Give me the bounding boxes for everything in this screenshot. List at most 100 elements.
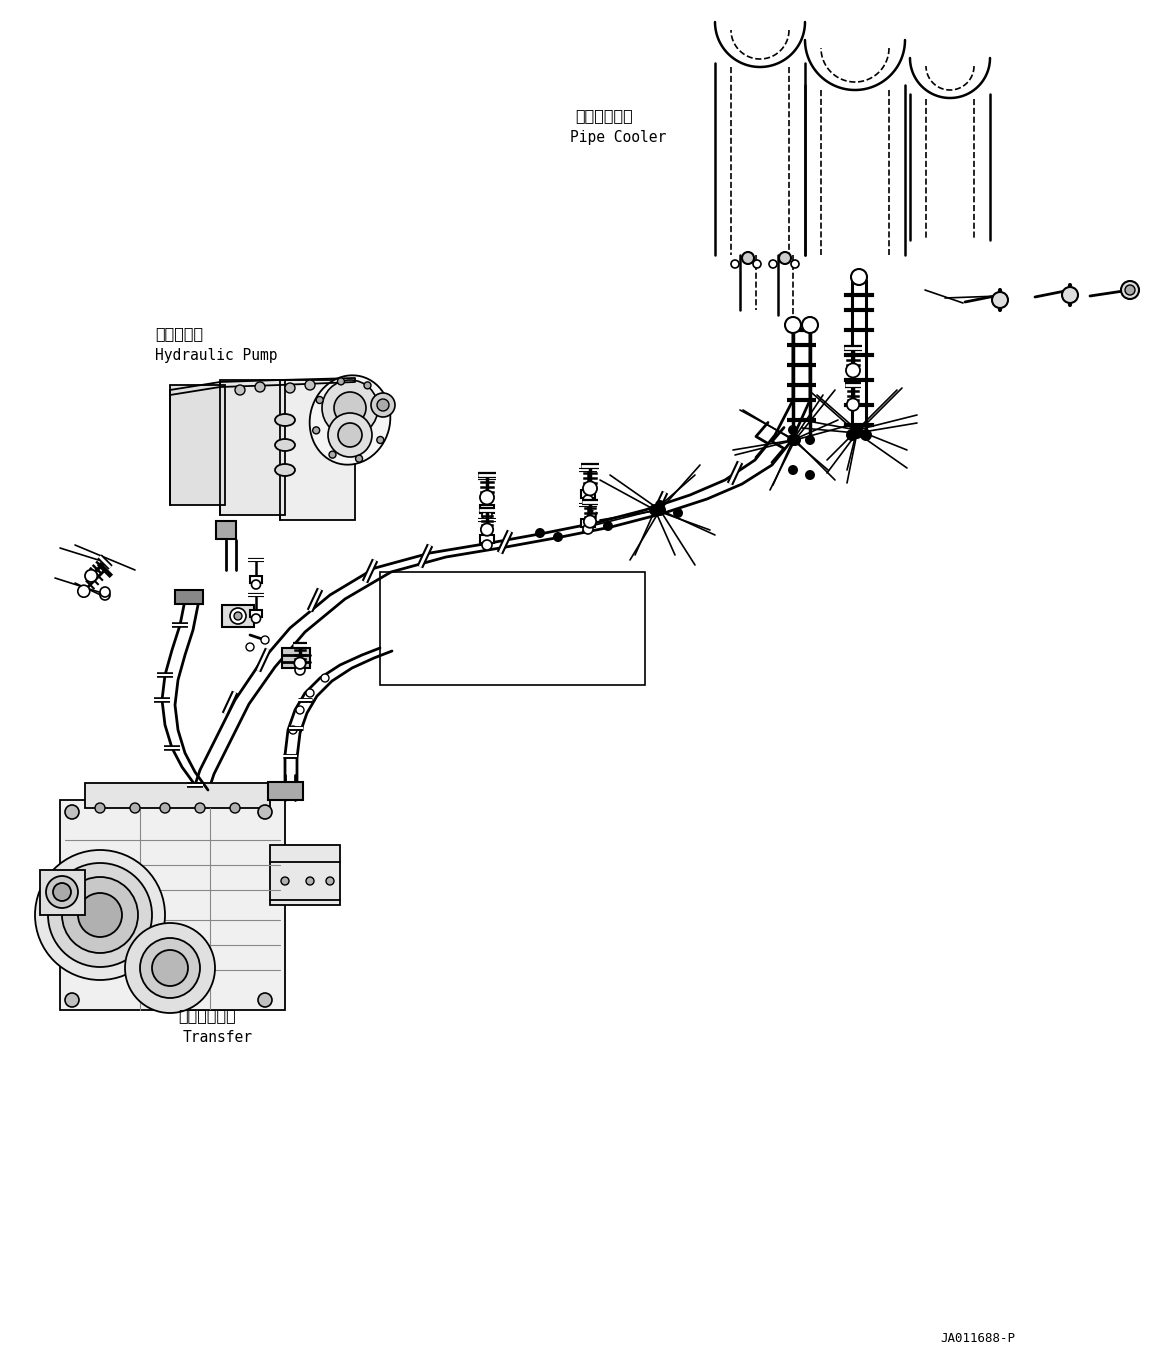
Circle shape [654, 505, 666, 516]
Circle shape [584, 516, 597, 528]
Circle shape [583, 524, 593, 533]
Circle shape [234, 612, 242, 621]
Bar [40, 870, 85, 915]
Bar [281, 648, 311, 668]
Circle shape [859, 430, 872, 441]
Circle shape [602, 521, 613, 531]
Circle shape [285, 383, 295, 393]
Bar [582, 518, 595, 527]
Circle shape [583, 495, 593, 505]
Circle shape [851, 269, 866, 285]
Circle shape [251, 580, 261, 589]
Circle shape [851, 427, 863, 439]
Circle shape [846, 363, 861, 378]
Circle shape [1062, 286, 1078, 303]
Circle shape [334, 391, 366, 424]
Circle shape [380, 406, 387, 413]
Circle shape [306, 877, 314, 885]
Circle shape [779, 252, 791, 265]
Ellipse shape [274, 439, 295, 451]
Circle shape [585, 518, 595, 528]
Circle shape [48, 863, 152, 967]
Circle shape [100, 587, 110, 597]
Circle shape [329, 451, 336, 458]
Circle shape [294, 657, 306, 668]
Circle shape [785, 316, 801, 333]
Circle shape [78, 893, 122, 937]
Circle shape [732, 261, 739, 267]
Bar [280, 381, 355, 520]
Circle shape [480, 524, 493, 536]
Circle shape [62, 877, 138, 953]
Text: パイプクーラ: パイプクーラ [575, 108, 633, 123]
Text: Hydraulic Pump: Hydraulic Pump [155, 348, 278, 363]
Text: 油圧ポンプ: 油圧ポンプ [155, 326, 204, 341]
Circle shape [295, 666, 305, 675]
Circle shape [356, 456, 363, 462]
Bar [582, 490, 595, 498]
Circle shape [251, 614, 261, 623]
Circle shape [552, 532, 563, 542]
Text: JA011688-P: JA011688-P [940, 1333, 1015, 1345]
Circle shape [322, 381, 378, 436]
Circle shape [100, 591, 110, 600]
Circle shape [230, 803, 240, 813]
Circle shape [535, 528, 545, 537]
Text: Transfer: Transfer [183, 1030, 254, 1045]
Circle shape [305, 381, 315, 390]
Circle shape [364, 382, 371, 389]
Circle shape [85, 570, 98, 582]
Circle shape [316, 397, 323, 404]
Circle shape [288, 726, 297, 734]
Circle shape [78, 585, 90, 597]
Bar [170, 385, 224, 505]
Bar [270, 846, 340, 904]
Circle shape [846, 430, 858, 441]
Circle shape [255, 382, 265, 391]
Circle shape [655, 501, 665, 510]
Circle shape [95, 803, 105, 813]
Ellipse shape [309, 375, 391, 465]
Bar [216, 521, 236, 539]
Circle shape [851, 424, 863, 436]
Bar [267, 782, 304, 801]
Circle shape [338, 423, 362, 447]
Bar [222, 606, 254, 627]
Bar [60, 801, 285, 1009]
Bar [480, 505, 494, 513]
Circle shape [261, 636, 269, 644]
Circle shape [326, 877, 334, 885]
Circle shape [992, 292, 1008, 308]
Circle shape [124, 923, 215, 1013]
Circle shape [281, 877, 288, 885]
Text: トランスファ: トランスファ [178, 1008, 236, 1023]
Bar [174, 591, 204, 604]
Bar [220, 381, 285, 516]
Ellipse shape [274, 464, 295, 476]
Circle shape [321, 674, 329, 682]
Circle shape [258, 805, 272, 818]
Bar [250, 576, 263, 582]
Circle shape [247, 642, 254, 651]
Circle shape [306, 689, 314, 697]
Circle shape [805, 471, 815, 480]
Circle shape [480, 491, 494, 505]
Circle shape [847, 398, 859, 411]
Circle shape [377, 400, 388, 411]
Circle shape [377, 436, 384, 443]
Circle shape [297, 707, 304, 713]
Circle shape [787, 434, 799, 446]
Bar [250, 610, 263, 617]
Circle shape [258, 993, 272, 1007]
Circle shape [789, 465, 798, 475]
Circle shape [1121, 281, 1139, 299]
Circle shape [791, 261, 799, 267]
Circle shape [140, 938, 200, 998]
Bar [380, 572, 645, 685]
Circle shape [1125, 285, 1135, 295]
Circle shape [789, 434, 801, 446]
Circle shape [789, 426, 798, 435]
Circle shape [235, 385, 245, 396]
Circle shape [65, 993, 79, 1007]
Circle shape [328, 413, 372, 457]
